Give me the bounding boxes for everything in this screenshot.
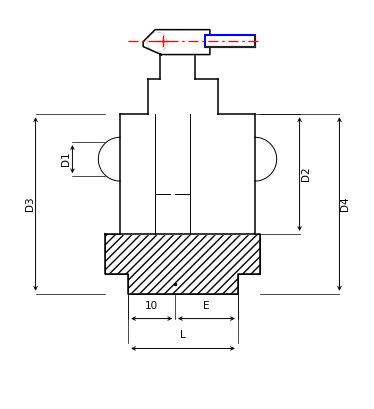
Text: D3: D3 xyxy=(25,197,34,211)
Polygon shape xyxy=(143,29,210,54)
Text: L: L xyxy=(180,330,186,341)
Text: D2: D2 xyxy=(301,167,310,182)
Polygon shape xyxy=(105,234,260,294)
Polygon shape xyxy=(98,137,120,181)
Polygon shape xyxy=(120,54,255,234)
Polygon shape xyxy=(255,137,277,181)
Bar xyxy=(205,35,255,47)
Text: D1: D1 xyxy=(61,152,71,166)
Text: D4: D4 xyxy=(340,197,350,211)
Polygon shape xyxy=(105,234,260,294)
Text: 10: 10 xyxy=(145,301,158,310)
Text: E: E xyxy=(203,301,210,310)
